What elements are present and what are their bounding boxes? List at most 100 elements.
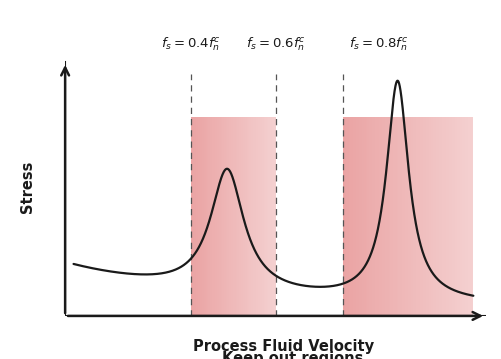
Bar [206,117,207,316]
Bar [457,117,459,316]
Bar [264,117,265,316]
Bar [454,117,455,316]
Bar [371,117,372,316]
Bar [392,117,393,316]
Bar [243,117,244,316]
Bar [198,117,199,316]
Bar [361,117,362,316]
Text: Stress: Stress [20,160,35,213]
Bar [227,117,228,316]
Bar [408,117,410,316]
Bar [247,117,248,316]
Bar [428,117,429,316]
Bar [222,117,223,316]
Text: Process Fluid Velocity: Process Fluid Velocity [193,339,375,354]
Bar [199,117,200,316]
Bar [245,117,246,316]
Bar [431,117,432,316]
Bar [214,117,215,316]
Bar [221,117,222,316]
Bar [215,117,216,316]
Bar [229,117,230,316]
Bar [274,117,275,316]
Bar [467,117,468,316]
Bar [415,117,416,316]
Bar [241,117,242,316]
Bar [201,117,202,316]
Bar [452,117,454,316]
Bar [260,117,261,316]
Bar [437,117,439,316]
Bar [217,117,219,316]
Bar [194,117,195,316]
Bar [224,117,225,316]
Bar [402,117,403,316]
Bar [275,117,276,316]
Bar [234,117,235,316]
Bar [366,117,367,316]
Bar [389,117,390,316]
Bar [421,117,423,316]
Bar [367,117,369,316]
Bar [439,117,441,316]
Bar [354,117,356,316]
Text: $f_s = 0.4f_n^c$: $f_s = 0.4f_n^c$ [161,35,221,53]
Bar [254,117,255,316]
Bar [236,117,237,316]
Bar [397,117,398,316]
Bar [225,117,226,316]
Bar [273,117,274,316]
Bar [255,117,256,316]
Bar [462,117,463,316]
Text: Keep out regions: Keep out regions [222,350,363,359]
Bar [231,117,232,316]
Bar [209,117,210,316]
Bar [343,117,473,316]
Bar [372,117,374,316]
Bar [210,117,211,316]
Bar [262,117,263,316]
Bar [216,117,217,316]
Bar [463,117,465,316]
Bar [204,117,205,316]
Bar [228,117,229,316]
Bar [416,117,418,316]
Bar [356,117,358,316]
Bar [213,117,214,316]
Bar [434,117,436,316]
Bar [265,117,266,316]
Bar [395,117,397,316]
Bar [472,117,473,316]
Bar [390,117,392,316]
Bar [359,117,361,316]
Bar [459,117,460,316]
Bar [418,117,419,316]
Bar [191,117,192,316]
Bar [202,117,203,316]
Bar [423,117,424,316]
Bar [429,117,431,316]
Bar [447,117,449,316]
Bar [465,117,467,316]
Bar [377,117,379,316]
Bar [385,117,387,316]
Bar [249,117,250,316]
Bar [406,117,408,316]
Bar [382,117,384,316]
Bar [426,117,428,316]
Bar [444,117,445,316]
Bar [226,117,227,316]
Bar [257,117,258,316]
Bar [400,117,402,316]
Bar [208,117,209,316]
Bar [410,117,411,316]
Bar [405,117,406,316]
Text: $f_s = 0.6f_n^c$: $f_s = 0.6f_n^c$ [245,35,306,53]
Bar [223,117,224,316]
Bar [246,117,247,316]
Bar [380,117,382,316]
Bar [468,117,470,316]
Bar [441,117,442,316]
Bar [220,117,221,316]
Bar [207,117,208,316]
